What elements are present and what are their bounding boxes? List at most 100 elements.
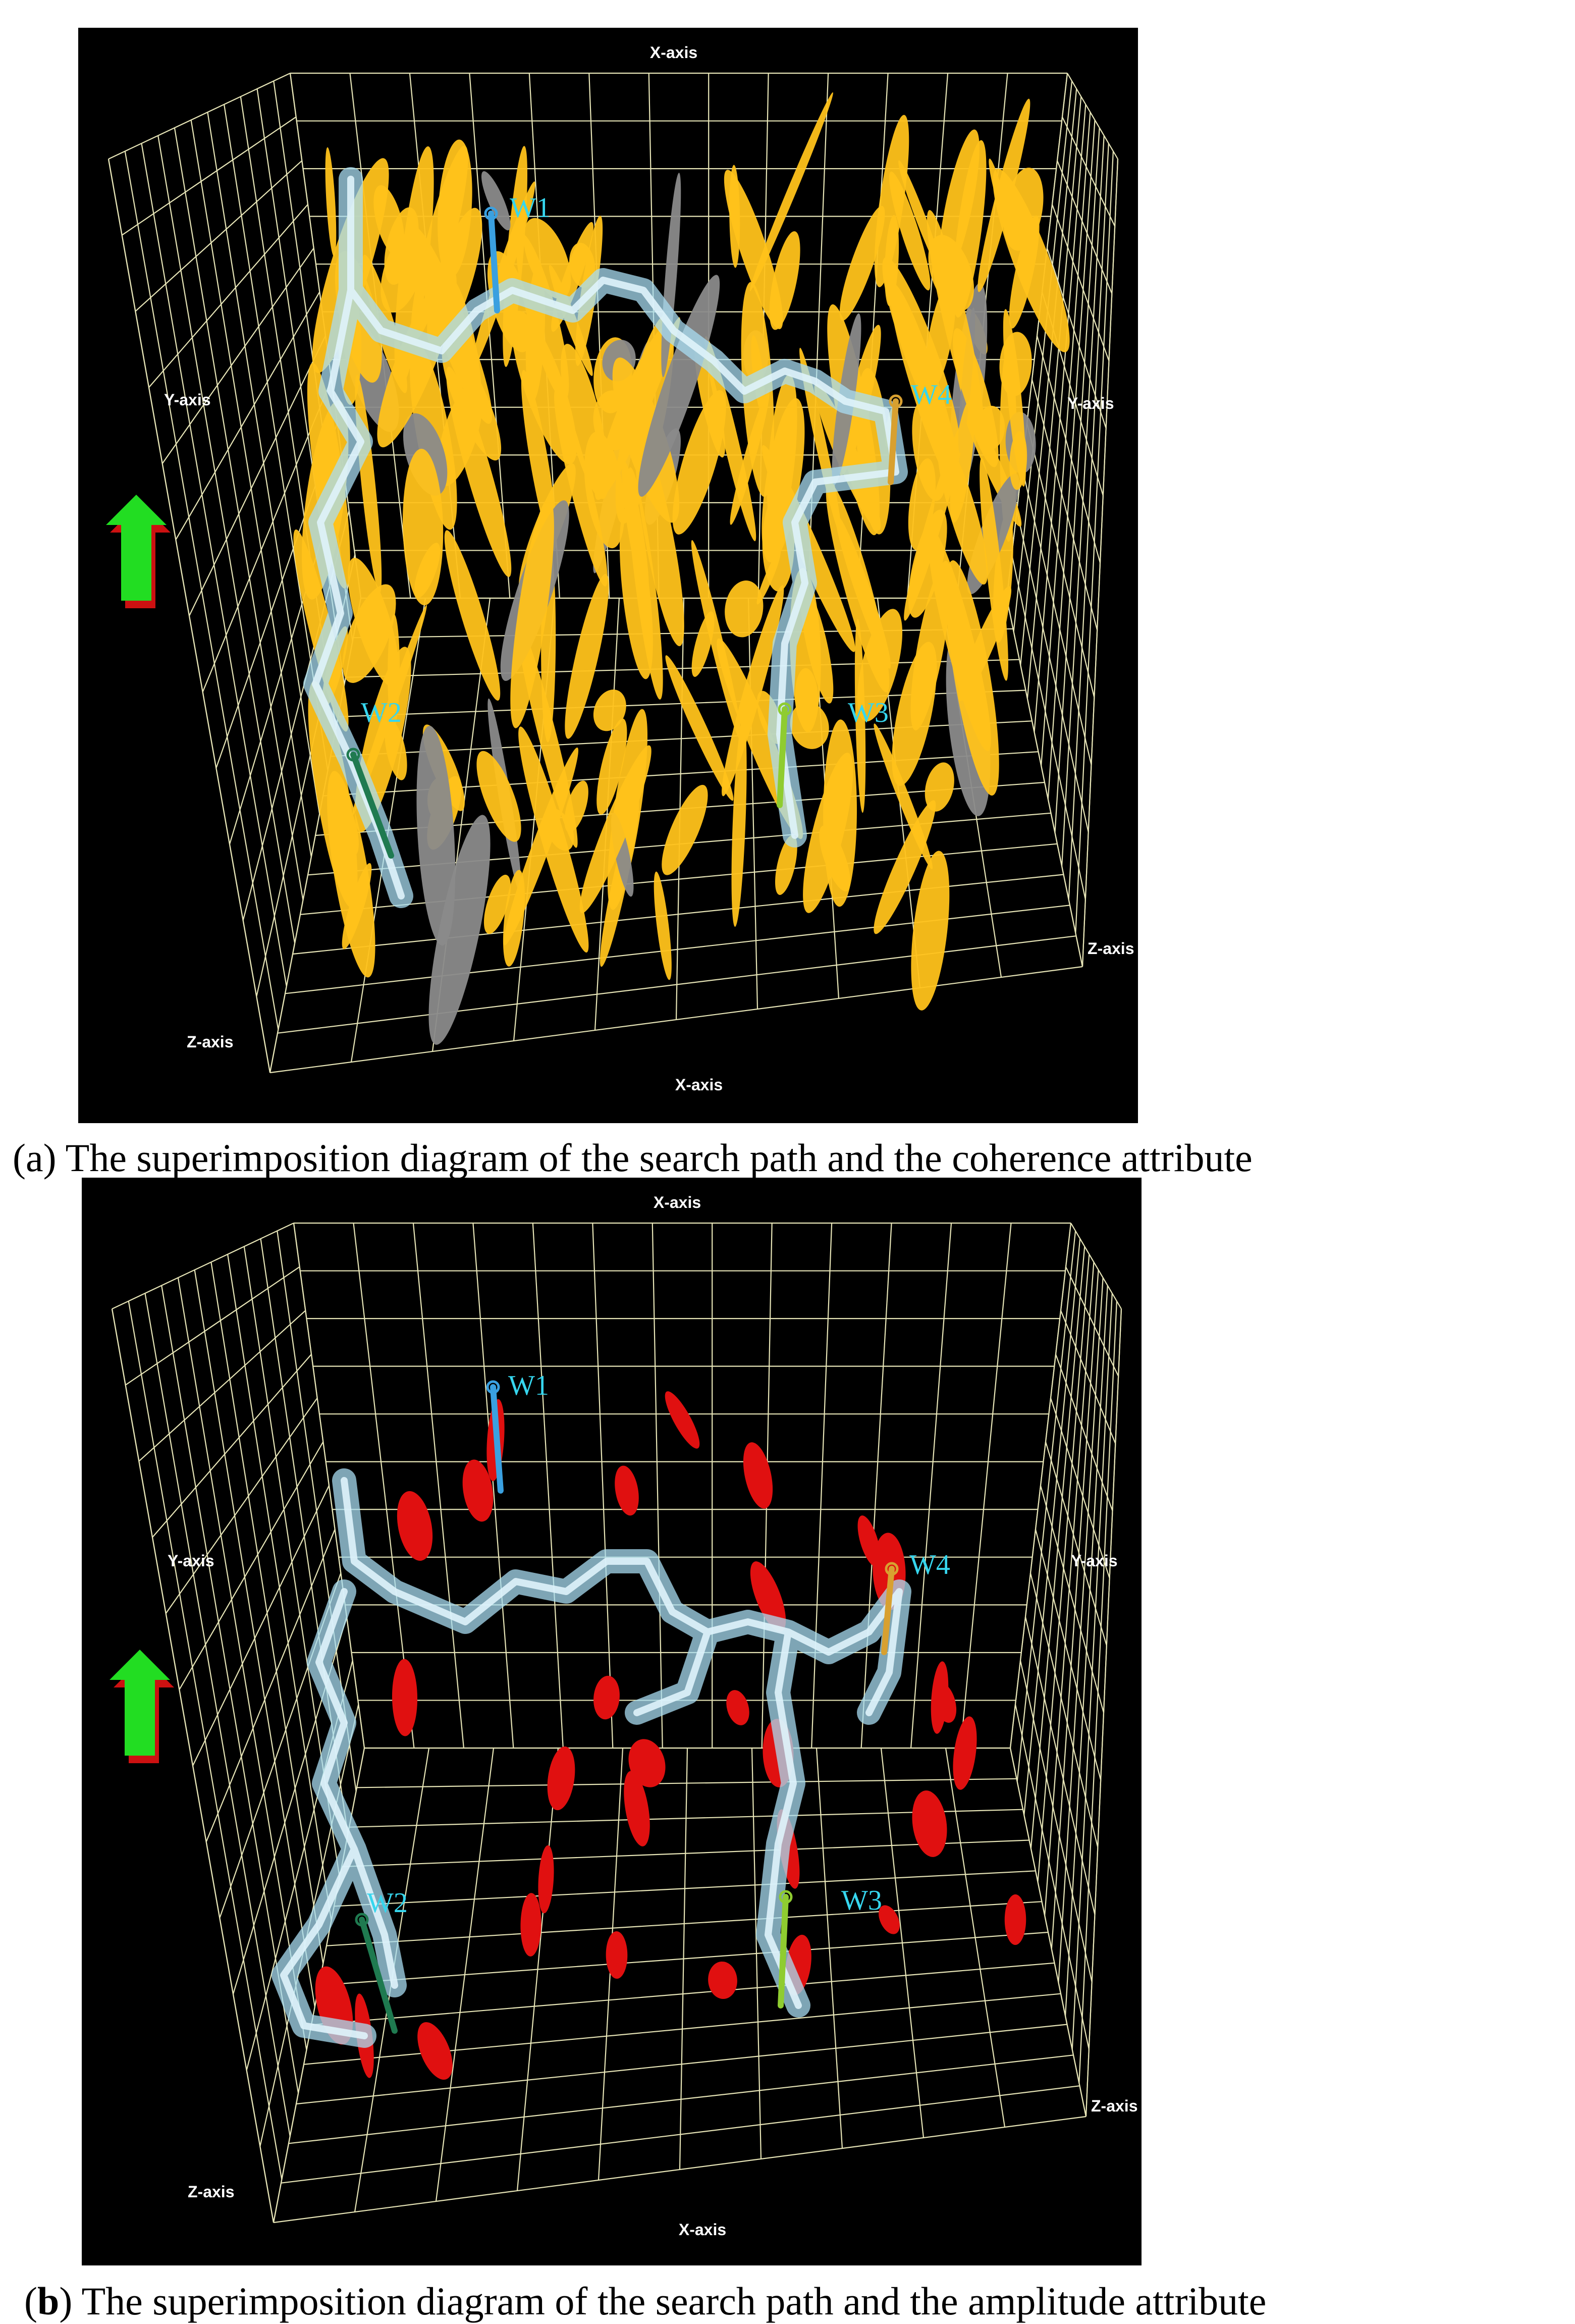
coherence-body: [925, 762, 954, 812]
grid-line: [1046, 248, 1107, 429]
grid-line: [679, 1748, 688, 2170]
north-arrow-icon: [110, 1650, 174, 1763]
coherence-body: [403, 448, 444, 606]
caption-a: (a) The superimposition diagram of the s…: [13, 1138, 1253, 1178]
coherence-body: [579, 745, 651, 914]
grid-line: [592, 1223, 614, 1749]
coherence-body: [1009, 431, 1027, 490]
caption-a-text: The superimposition diagram of the searc…: [56, 1136, 1253, 1180]
coherence-body: [518, 726, 589, 953]
caption-a-tag: (a): [13, 1136, 57, 1180]
grid-line: [165, 1398, 318, 1614]
well-w4-label: W4: [911, 379, 952, 410]
grid-line: [1009, 1748, 1087, 2117]
grid-line: [108, 73, 291, 160]
coherence-body: [444, 530, 501, 701]
well-w2-head-icon: [346, 748, 360, 762]
well-w2-trajectory: [350, 752, 394, 859]
coherence-body: [373, 185, 405, 256]
coherence-body: [612, 357, 680, 523]
amplitude-body: [933, 1682, 957, 1723]
well-w3-label: W3: [841, 1885, 882, 1916]
coherence-body: [665, 655, 734, 801]
amplitude-body: [462, 1459, 494, 1522]
grid-line: [1060, 1310, 1116, 1444]
grid-line: [751, 1748, 762, 2159]
well-w1-head-icon: [484, 206, 498, 221]
coherence-body: [854, 618, 866, 813]
coherence-body: [438, 139, 472, 278]
amplitude-body: [743, 1442, 773, 1509]
search-path-core: [280, 1477, 903, 2039]
amplitude-body: [520, 1893, 541, 1957]
amplitude-body: [953, 1716, 977, 1790]
grid-line: [412, 1223, 465, 1749]
grid-line: [435, 1748, 495, 2202]
grid-line: [1036, 335, 1101, 563]
grid-line: [1014, 1704, 1090, 2049]
x-axis-top-label: X-axis: [650, 43, 697, 62]
grid-line: [1065, 1266, 1119, 1377]
amplitude-body: [606, 1931, 628, 1979]
amplitude-body: [392, 1659, 418, 1736]
coherence-body: [989, 159, 1012, 236]
grid-line: [205, 1529, 336, 1842]
well-w4-trajectory: [888, 398, 899, 485]
coherence-body: [510, 498, 554, 728]
amplitude-body: [593, 1675, 620, 1720]
coherence-body: [672, 390, 726, 535]
z-axis-left-label: Z-axis: [188, 2183, 234, 2201]
caption-b: (b) The superimposition diagram of the s…: [24, 2282, 1266, 2321]
amplitude-body: [628, 1739, 666, 1787]
grid-line: [1035, 1529, 1102, 1780]
grid-line: [1045, 1442, 1107, 1646]
coherence-body: [775, 835, 797, 895]
grid-line: [532, 1223, 564, 1749]
panel-a-canvas: X-axis X-axis Y-axis Y-axis Z-axis Z-axi…: [106, 43, 1134, 1094]
grid-line: [880, 1748, 925, 2138]
coherence-body: [342, 584, 396, 683]
y-axis-right-label: Y-axis: [1067, 394, 1114, 412]
grid-line: [1029, 1573, 1099, 1847]
y-axis-left-label: Y-axis: [164, 391, 211, 409]
grid-line: [192, 1485, 330, 1766]
grid-line: [138, 1310, 306, 1462]
grid-line: [747, 598, 758, 1010]
panel-b-search-path: [271, 1468, 911, 2048]
grid-line: [1011, 554, 1086, 900]
coherence-body: [928, 235, 974, 311]
well-w2-label: W2: [361, 697, 402, 728]
coherence-body: [839, 205, 885, 321]
well-w2-head-icon: [355, 1913, 369, 1927]
coherence-body: [596, 718, 627, 815]
coherence-body: [428, 815, 491, 1045]
coherence-body: [476, 751, 521, 842]
coherence-body: [638, 275, 720, 497]
coherence-body: [385, 720, 407, 780]
coherence-body: [882, 257, 960, 452]
amplitude-body: [538, 1845, 554, 1914]
amplitude-body: [417, 2022, 453, 2080]
amplitude-body: [750, 1561, 786, 1632]
well-w4-label: W4: [909, 1549, 950, 1580]
grid-line: [1026, 423, 1095, 698]
grid-line: [1067, 73, 1118, 160]
grid-line: [125, 1266, 300, 1386]
panel-b-amplitude-bodies: [315, 1391, 1026, 2080]
grid-line: [469, 73, 511, 599]
grid-edge: [1085, 1308, 1122, 2117]
amplitude-body: [708, 1961, 737, 1999]
grid-line: [1051, 204, 1110, 361]
coherence-body: [874, 800, 936, 934]
grid-line: [1006, 598, 1083, 967]
well-w1-trajectory: [488, 210, 500, 313]
well-w3-label: W3: [848, 697, 889, 728]
grid-line: [179, 1441, 324, 1690]
caption-b-letter: b: [37, 2279, 60, 2323]
amplitude-body: [912, 1790, 947, 1857]
grid-line: [811, 1223, 833, 1749]
coherence-body: [554, 388, 608, 587]
coherence-body: [481, 171, 511, 231]
amplitude-body: [665, 1391, 700, 1449]
grid-line: [122, 116, 297, 236]
